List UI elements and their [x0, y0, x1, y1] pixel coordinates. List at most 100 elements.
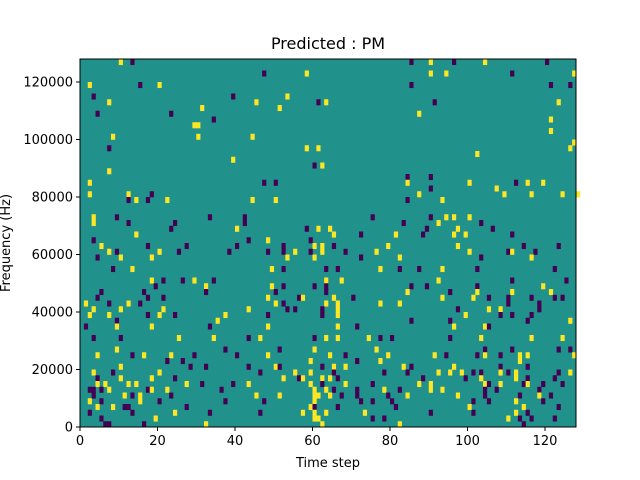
heatmap-cell — [126, 404, 131, 411]
heatmap-cell — [157, 82, 162, 89]
heatmap-cell — [355, 323, 360, 330]
heatmap-cell — [118, 59, 123, 66]
heatmap-cell — [273, 197, 278, 204]
heatmap-cell — [297, 375, 302, 382]
heatmap-cell — [448, 335, 453, 342]
heatmap-cell — [448, 289, 453, 296]
heatmap-cell — [87, 191, 92, 198]
heatmap-cell — [95, 404, 100, 411]
heatmap-cell — [548, 128, 554, 135]
heatmap-cell — [300, 375, 306, 382]
heatmap-cell — [262, 398, 267, 405]
heatmap-cell — [184, 381, 189, 388]
heatmap-cell — [486, 381, 492, 388]
heatmap-cell — [428, 381, 433, 388]
heatmap-cell — [324, 283, 329, 290]
heatmap-cell — [118, 254, 123, 261]
heatmap-cell — [204, 421, 209, 428]
heatmap-cell — [122, 404, 127, 411]
heatmap-cell — [448, 369, 453, 376]
heatmap-cell — [452, 323, 457, 330]
heatmap-cell — [95, 110, 100, 117]
heatmap-cell — [517, 352, 523, 359]
heatmap-cell — [537, 300, 542, 307]
heatmap-cell — [529, 254, 534, 261]
heatmap-cell — [266, 237, 271, 244]
heatmap-cell — [428, 214, 433, 221]
heatmap-cell — [169, 352, 174, 359]
heatmap-cell — [324, 277, 329, 284]
heatmap-cell — [405, 179, 410, 186]
heatmap-cell — [455, 225, 461, 232]
heatmap-cell — [277, 346, 282, 353]
heatmap-cell — [335, 306, 340, 313]
heatmap-cell — [192, 122, 197, 129]
heatmap-cell — [118, 375, 123, 382]
heatmap-cell — [134, 231, 139, 238]
heatmap-cell — [138, 82, 143, 89]
heatmap-cell — [308, 248, 313, 255]
heatmap-cell — [390, 398, 395, 405]
heatmap-cell — [176, 248, 182, 255]
heatmap-cell — [258, 369, 263, 376]
heatmap-cell — [149, 323, 154, 330]
heatmap-cell — [560, 335, 565, 342]
heatmap-cell — [83, 300, 89, 307]
heatmap-cell — [281, 248, 286, 255]
plot-frame — [79, 58, 577, 428]
heatmap-cell — [331, 363, 337, 370]
heatmap-cell — [273, 363, 278, 370]
heatmap-cell — [510, 231, 515, 238]
x-tick-label: 120 — [533, 434, 558, 449]
heatmap-cell — [417, 381, 422, 388]
heatmap-cell — [262, 70, 267, 77]
heatmap-cell — [417, 110, 422, 117]
heatmap-cell — [223, 398, 228, 405]
heatmap-cell — [227, 248, 232, 255]
heatmap-cell — [521, 421, 526, 428]
heatmap-cell — [196, 133, 201, 140]
heatmap-cell — [312, 162, 317, 169]
heatmap-cell — [312, 335, 317, 342]
heatmap-cell — [142, 421, 147, 428]
heatmap-cell — [494, 185, 499, 192]
heatmap-cell — [339, 392, 344, 399]
heatmap-cell — [207, 409, 213, 416]
heatmap-cell — [99, 289, 104, 296]
heatmap-cell — [130, 392, 135, 399]
heatmap-cell — [382, 415, 387, 422]
heatmap-cell — [483, 323, 488, 330]
heatmap-cell — [405, 369, 410, 376]
heatmap-cell — [95, 352, 100, 359]
heatmap-cell — [266, 294, 271, 301]
heatmap-cell — [297, 294, 302, 301]
heatmap-cell — [510, 70, 515, 77]
heatmap-cell — [366, 335, 371, 342]
heatmap-cell — [192, 277, 197, 284]
heatmap-cell — [207, 323, 213, 330]
heatmap-cell — [436, 277, 441, 284]
heatmap-cell — [417, 266, 422, 273]
heatmap-cell — [266, 352, 271, 359]
heatmap-cell — [87, 82, 92, 89]
x-axis: 0 20 40 60 80 100 120 — [76, 427, 558, 449]
heatmap-cell — [506, 248, 511, 255]
heatmap-cell — [91, 93, 96, 100]
heatmap-cell — [421, 375, 426, 382]
heatmap-cell — [525, 179, 530, 186]
heatmap-cell — [246, 381, 251, 388]
heatmap-cell — [91, 335, 96, 342]
heatmap-cell — [83, 323, 89, 330]
heatmap-cell — [409, 82, 414, 89]
heatmap-cell — [231, 93, 236, 100]
heatmap-cell — [432, 352, 437, 359]
heatmap-cell — [576, 191, 581, 198]
heatmap-cell — [308, 381, 313, 388]
heatmap-cell — [114, 317, 120, 324]
heatmap-cell — [440, 386, 445, 393]
heatmap-cell — [409, 59, 414, 66]
heatmap-cell — [506, 294, 511, 301]
heatmap-cell — [471, 369, 476, 376]
heatmap-cell — [498, 312, 503, 319]
heatmap-cell — [498, 381, 503, 388]
